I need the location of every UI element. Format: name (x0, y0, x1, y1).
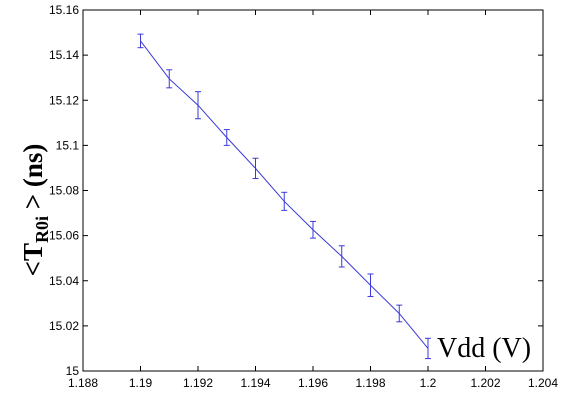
error-bar (252, 157, 259, 180)
error-bar (310, 220, 316, 239)
error-bar (223, 129, 230, 146)
error-bar (367, 273, 374, 298)
error-bar (281, 191, 288, 211)
error-bar (166, 69, 173, 89)
y-axis-label-prefix: <T (18, 243, 48, 276)
y-tick-label: 15 (66, 364, 80, 378)
x-tick-label: 1.188 (68, 376, 98, 390)
x-tick-label: 1.198 (355, 376, 385, 390)
error-bar (396, 304, 403, 323)
axis-ticks: 1.188 1.19 1.192 1.194 1.196 1.198 1.2 1.202 1.2… (49, 3, 558, 390)
x-tick-label: 1.196 (298, 376, 328, 390)
y-tick-label: 15.06 (49, 229, 79, 243)
y-tick-label: 15.14 (49, 48, 79, 62)
error-bar (338, 245, 345, 268)
y-tick-label: 15.12 (49, 93, 79, 107)
error-bar (137, 33, 144, 49)
x-tick-label: 1.202 (470, 376, 500, 390)
y-axis-label-suffix: > (ns) (18, 144, 48, 216)
x-tick-label: 1.19 (129, 376, 153, 390)
y-tick-label: 15.02 (49, 319, 79, 333)
series-group (137, 33, 431, 360)
error-bar (195, 91, 201, 120)
y-tick-label: 15.04 (49, 274, 79, 288)
y-axis-label: <TR0i > (ns) (18, 144, 52, 277)
x-axis-label: Vdd (V) (437, 333, 531, 364)
y-tick-label: 15.16 (49, 3, 79, 17)
x-tick-label: 1.2 (420, 376, 437, 390)
x-tick-label: 1.194 (240, 376, 270, 390)
error-bar (425, 337, 431, 360)
x-tick-label: 1.204 (528, 376, 558, 390)
x-tick-label: 1.192 (183, 376, 213, 390)
y-tick-label: 15.08 (49, 184, 79, 198)
y-tick-label: 15.1 (56, 138, 80, 152)
y-axis-label-subscript: R0i (32, 216, 52, 243)
